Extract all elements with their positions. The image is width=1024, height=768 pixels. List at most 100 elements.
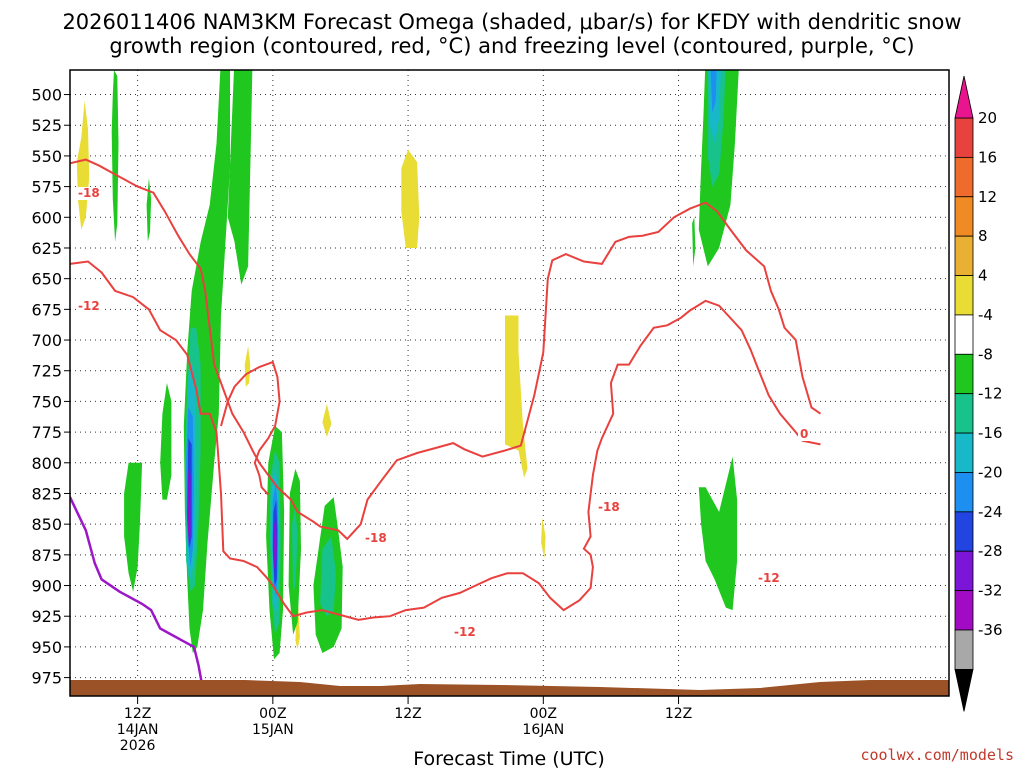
y-tick-label: 975 xyxy=(31,669,62,688)
contour-label: 0 xyxy=(798,427,810,441)
colorbar-tick-label: -12 xyxy=(978,385,1003,403)
colorbar-tick-label: -8 xyxy=(978,345,993,363)
x-tick-label: 12Z xyxy=(665,706,692,722)
colorbar-segment xyxy=(954,196,974,237)
svg-text:-12: -12 xyxy=(454,625,476,639)
colorbar-segment xyxy=(954,235,974,276)
colorbar-segment xyxy=(954,275,974,316)
omega-shaded-region xyxy=(292,505,298,592)
y-tick-label: 750 xyxy=(31,392,62,411)
credit-text: coolwx.com/models xyxy=(860,746,1014,764)
colorbar-segment xyxy=(954,117,974,158)
x-tick-label: 00Z xyxy=(530,706,557,722)
contour-label: -18 xyxy=(596,500,624,514)
colorbar-segment xyxy=(954,353,974,395)
colorbar-tick-label: -28 xyxy=(978,542,1003,560)
terrain-ground xyxy=(70,680,949,696)
omega-shaded-region xyxy=(160,383,172,500)
omega-shaded-region xyxy=(541,518,546,559)
colorbar-segment xyxy=(954,314,974,355)
omega-shaded-region xyxy=(111,70,119,242)
omega-shaded-region xyxy=(188,499,190,534)
colorbar-tick-label: 12 xyxy=(978,188,997,206)
y-tick-label: 800 xyxy=(31,454,62,473)
colorbar-tick-label: -16 xyxy=(978,424,1003,442)
svg-text:-12: -12 xyxy=(78,299,100,313)
y-tick-label: 500 xyxy=(31,86,62,105)
omega-shaded-region xyxy=(401,149,420,248)
colorbar-under-triangle xyxy=(954,668,974,712)
omega-shaded-region xyxy=(227,70,253,285)
y-tick-label: 900 xyxy=(31,577,62,596)
omega-shaded-region xyxy=(322,403,332,437)
y-tick-label: 625 xyxy=(31,239,62,258)
svg-text:-18: -18 xyxy=(78,186,100,200)
colorbar-tick-label: -4 xyxy=(978,306,993,324)
colorbar-tick-label: -32 xyxy=(978,582,1003,600)
colorbar-segment xyxy=(954,393,974,434)
contour-label-layer: -18 -12 -18 -12 0 -18 -12 xyxy=(76,186,810,639)
colorbar-segment xyxy=(954,550,974,592)
contour-label: -12 xyxy=(452,625,480,639)
x-tick-label: 16JAN xyxy=(522,722,564,738)
y-tick-label: 725 xyxy=(31,362,62,381)
svg-text:-18: -18 xyxy=(598,500,620,514)
svg-text:-12: -12 xyxy=(758,571,780,585)
colorbar-tick-label: 4 xyxy=(978,267,988,285)
x-tick-label: 15JAN xyxy=(252,722,294,738)
omega-shaded-region xyxy=(698,456,738,611)
colorbar-over-triangle xyxy=(954,75,974,119)
y-tick-label: 875 xyxy=(31,546,62,565)
svg-text:-18: -18 xyxy=(365,531,387,545)
colorbar-segment xyxy=(954,432,974,473)
omega-shaded-region xyxy=(146,178,152,242)
svg-text:0: 0 xyxy=(800,427,808,441)
omega-shaded-region xyxy=(274,532,276,561)
y-tick-label: 675 xyxy=(31,300,62,319)
contour-label: -12 xyxy=(76,299,104,313)
plot-area: -18 -12 -18 -12 0 -18 -12 xyxy=(69,69,950,697)
colorbar-tick-label: -36 xyxy=(978,621,1003,639)
omega-shaded-region xyxy=(244,346,251,387)
y-tick-label: 525 xyxy=(31,116,62,135)
omega-shaded-region xyxy=(124,462,143,592)
y-tick-label: 575 xyxy=(31,178,62,197)
y-tick-label: 700 xyxy=(31,331,62,350)
x-tick-label: 14JAN xyxy=(117,722,159,738)
contour-label: -18 xyxy=(76,186,104,200)
contour-label: -18 xyxy=(363,531,391,545)
y-tick-label: 550 xyxy=(31,147,62,166)
dgz-temperature-contour xyxy=(70,260,821,621)
omega-shaded-region xyxy=(710,70,717,113)
chart-title-line1: 2026011406 NAM3KM Forecast Omega (shaded… xyxy=(62,10,961,34)
colorbar-tick-label: 16 xyxy=(978,148,997,166)
x-tick-label: 00Z xyxy=(259,706,286,722)
omega-shaded-region xyxy=(320,536,336,617)
contour-label: -12 xyxy=(756,571,784,585)
y-tick-label: 925 xyxy=(31,607,62,626)
freezing-level-contour xyxy=(70,495,205,691)
x-tick-label: 12Z xyxy=(394,706,421,722)
chart-title-line2: growth region (contoured, red, °C) and f… xyxy=(109,34,914,58)
colorbar-tick-label: 8 xyxy=(978,227,988,245)
colorbar: 20 16 12 8 4 -4 -8 -12 -16 -20 -24 -28 -32 -36 xyxy=(954,75,1003,712)
x-tick-label: 12Z xyxy=(124,706,151,722)
y-tick-label: 650 xyxy=(31,270,62,289)
colorbar-segment xyxy=(954,629,974,670)
omega-shaded-region xyxy=(692,217,696,267)
dgz-temperature-contour xyxy=(70,158,822,541)
plot-frame xyxy=(69,69,950,697)
x-tick-label: 2026 xyxy=(120,738,156,754)
contour-layer xyxy=(70,158,822,691)
y-tick-label: 950 xyxy=(31,638,62,657)
colorbar-segment xyxy=(954,590,974,631)
y-tick-label: 600 xyxy=(31,208,62,227)
x-axis-label: Forecast Time (UTC) xyxy=(413,748,604,768)
colorbar-tick-label: -20 xyxy=(978,463,1003,481)
y-tick-label: 775 xyxy=(31,423,62,442)
colorbar-segment xyxy=(954,511,974,552)
colorbar-tick-label: 20 xyxy=(978,109,997,127)
colorbar-tick-label: -24 xyxy=(978,503,1003,521)
omega-shaded-region xyxy=(505,315,528,478)
